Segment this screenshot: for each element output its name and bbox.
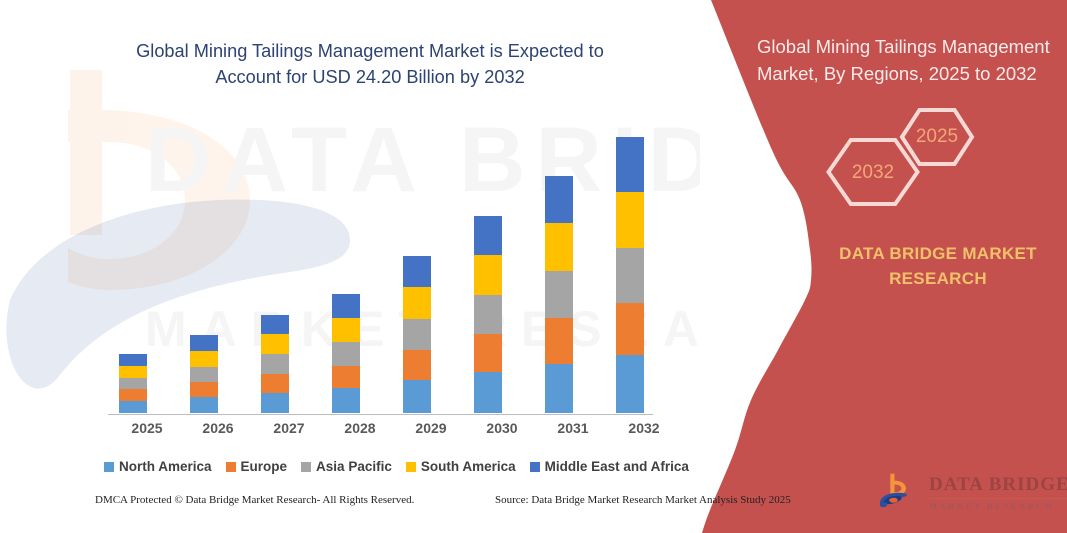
svg-text:2032: 2032 <box>852 162 894 183</box>
svg-text:2025: 2025 <box>916 126 958 147</box>
